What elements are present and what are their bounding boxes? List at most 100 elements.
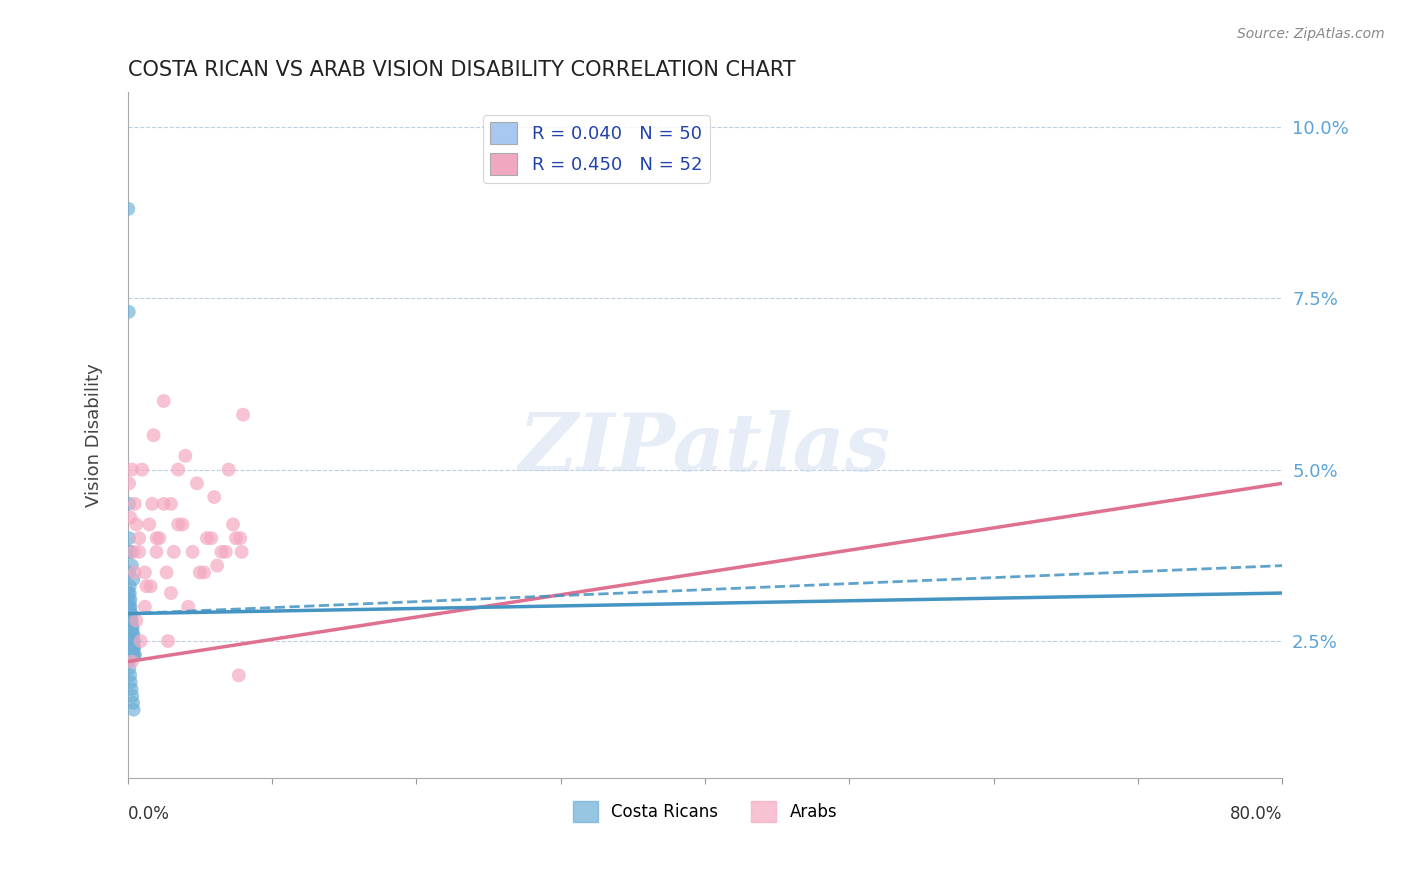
Point [145, 531, 167, 545]
Point [167, 462, 190, 476]
Point [205, 558, 228, 573]
Point [122, 648, 145, 662]
Point [125, 517, 148, 532]
Point [167, 517, 190, 532]
Point [118, 497, 141, 511]
Point [186, 476, 208, 491]
Point [209, 545, 232, 559]
Point [118, 476, 141, 491]
Point [121, 655, 143, 669]
Point [193, 566, 215, 580]
Point [125, 614, 148, 628]
Point [118, 607, 141, 621]
Point [163, 545, 186, 559]
Point [120, 620, 142, 634]
Point [122, 640, 145, 655]
Point [215, 545, 238, 559]
Point [157, 634, 180, 648]
Point [122, 627, 145, 641]
Point [218, 462, 240, 476]
Point [188, 566, 211, 580]
Point [118, 655, 141, 669]
Point [122, 640, 145, 655]
Point [118, 599, 141, 614]
Point [120, 620, 142, 634]
Point [155, 566, 177, 580]
Legend: R = 0.040   N = 50, R = 0.450   N = 52: R = 0.040 N = 50, R = 0.450 N = 52 [484, 115, 710, 183]
Point [121, 634, 143, 648]
Text: ZIPatlas: ZIPatlas [519, 410, 891, 488]
Point [122, 634, 145, 648]
Point [118, 661, 141, 675]
Point [232, 408, 254, 422]
Point [129, 634, 152, 648]
Point [121, 558, 143, 573]
Point [118, 593, 141, 607]
Point [121, 682, 143, 697]
Point [121, 689, 143, 703]
Point [120, 510, 142, 524]
Point [222, 517, 245, 532]
Point [117, 202, 139, 216]
Point [118, 586, 141, 600]
Point [120, 607, 142, 621]
Text: Source: ZipAtlas.com: Source: ZipAtlas.com [1237, 27, 1385, 41]
Point [131, 462, 153, 476]
Point [142, 428, 165, 442]
Point [121, 640, 143, 655]
Point [121, 627, 143, 641]
Point [181, 545, 204, 559]
Point [200, 531, 222, 545]
Point [117, 586, 139, 600]
Point [152, 394, 174, 409]
Point [138, 517, 160, 532]
Point [120, 614, 142, 628]
Point [118, 545, 141, 559]
Point [120, 607, 142, 621]
Point [121, 462, 143, 476]
Point [231, 545, 253, 559]
Point [135, 579, 157, 593]
Point [160, 586, 183, 600]
Point [177, 599, 200, 614]
Point [122, 696, 145, 710]
Text: 0.0%: 0.0% [128, 805, 170, 823]
Point [139, 579, 162, 593]
Y-axis label: Vision Disability: Vision Disability [86, 363, 103, 508]
Point [160, 497, 183, 511]
Point [122, 703, 145, 717]
Point [121, 627, 143, 641]
Point [120, 607, 142, 621]
Point [152, 497, 174, 511]
Point [124, 497, 146, 511]
Point [195, 531, 218, 545]
Text: 80.0%: 80.0% [1230, 805, 1282, 823]
Point [121, 634, 143, 648]
Point [118, 305, 141, 319]
Text: COSTA RICAN VS ARAB VISION DISABILITY CORRELATION CHART: COSTA RICAN VS ARAB VISION DISABILITY CO… [128, 60, 796, 79]
Point [120, 545, 142, 559]
Point [120, 668, 142, 682]
Point [120, 593, 142, 607]
Point [117, 599, 139, 614]
Point [120, 627, 142, 641]
Point [120, 675, 142, 690]
Point [172, 517, 194, 532]
Point [225, 531, 247, 545]
Point [118, 531, 141, 545]
Point [174, 449, 197, 463]
Point [228, 668, 250, 682]
Point [145, 545, 167, 559]
Point [128, 531, 150, 545]
Point [122, 634, 145, 648]
Point [118, 614, 141, 628]
Point [120, 599, 142, 614]
Point [124, 648, 146, 662]
Point [124, 566, 146, 580]
Point [122, 648, 145, 662]
Point [121, 614, 143, 628]
Point [121, 620, 143, 634]
Point [128, 545, 150, 559]
Point [122, 545, 145, 559]
Point [148, 531, 170, 545]
